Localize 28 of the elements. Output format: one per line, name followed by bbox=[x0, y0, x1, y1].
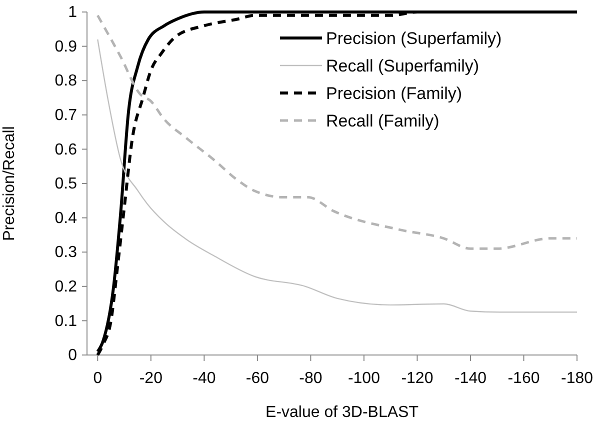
y-tick-label: 0.8 bbox=[54, 72, 78, 90]
x-tick-label: 0 bbox=[93, 370, 102, 388]
line-series bbox=[96, 14, 578, 250]
y-tick-label: 0.5 bbox=[54, 176, 78, 193]
legend-label: Precision (Family) bbox=[326, 84, 462, 103]
x-tick-label: -180 bbox=[560, 370, 594, 388]
x-tick-label: -120 bbox=[401, 370, 434, 388]
y-tick-label: 1 bbox=[68, 4, 78, 22]
y-axis-title: Precision/Recall bbox=[1, 126, 18, 241]
x-tick-label: -80 bbox=[299, 370, 322, 388]
x-tick-label: -60 bbox=[246, 370, 270, 388]
legend-label: Recall (Superfamily) bbox=[326, 56, 480, 76]
x-tick-label: -100 bbox=[348, 370, 380, 388]
y-tick-label: 0.9 bbox=[54, 38, 78, 56]
legend-label: Precision (Superfamily) bbox=[326, 29, 502, 48]
y-tick-label: 0.6 bbox=[54, 141, 78, 158]
y-tick-label: 0.3 bbox=[54, 244, 78, 262]
y-tick-label: 0 bbox=[68, 347, 78, 364]
y-tick-label: 0.7 bbox=[54, 107, 78, 124]
x-tick-label: -140 bbox=[454, 370, 487, 388]
legend-label: Recall (Family) bbox=[326, 112, 440, 130]
y-tick-label: 0.1 bbox=[54, 312, 78, 330]
y-tick-label: 0.4 bbox=[54, 210, 78, 227]
x-tick-label: -160 bbox=[508, 370, 540, 388]
x-axis-title: E-value of 3D-BLAST bbox=[266, 404, 419, 421]
y-tick-label: 0.2 bbox=[54, 278, 78, 296]
x-tick-label: -40 bbox=[192, 370, 216, 388]
x-tick-label: -20 bbox=[139, 370, 163, 388]
